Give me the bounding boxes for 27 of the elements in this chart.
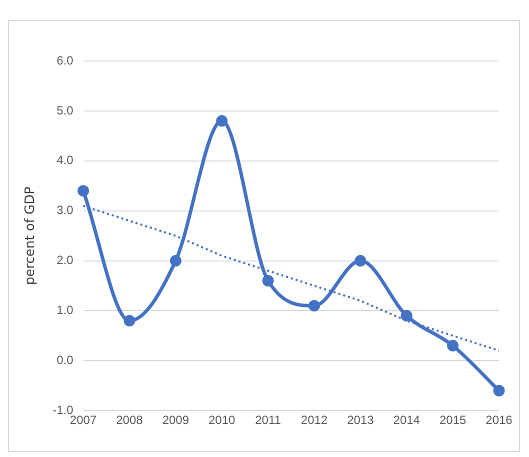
point	[400, 310, 412, 322]
y-tick-label: 2.0	[56, 253, 74, 268]
x-tick-label: 2015	[439, 413, 466, 428]
point	[262, 275, 274, 286]
y-tick-label: 3.0	[56, 203, 74, 218]
x-tick-label: 2012	[300, 413, 328, 428]
point	[493, 384, 505, 396]
y-tick-label: 4.0	[56, 153, 74, 168]
point	[216, 115, 228, 127]
point	[447, 340, 459, 352]
y-tick-label: 6.0	[56, 53, 74, 68]
x-tick-label: 2014	[393, 413, 420, 428]
point	[308, 300, 320, 312]
point	[354, 255, 366, 267]
x-tick-label: 2013	[347, 413, 374, 428]
point	[78, 185, 90, 197]
x-tick-label: 2009	[162, 413, 190, 428]
y-tick-label: 1.0	[56, 303, 74, 318]
point	[170, 255, 182, 267]
x-tick-label: 2016	[486, 413, 513, 428]
x-tick-label: 2008	[116, 413, 144, 428]
x-tick-label: 2011	[255, 413, 282, 428]
x-tick-label: 2010	[208, 413, 236, 428]
y-axis-title: percent of GDP	[23, 186, 38, 286]
y-tick-label: 5.0	[56, 103, 74, 118]
point	[124, 314, 136, 326]
y-tick-label: 0.0	[56, 352, 74, 367]
